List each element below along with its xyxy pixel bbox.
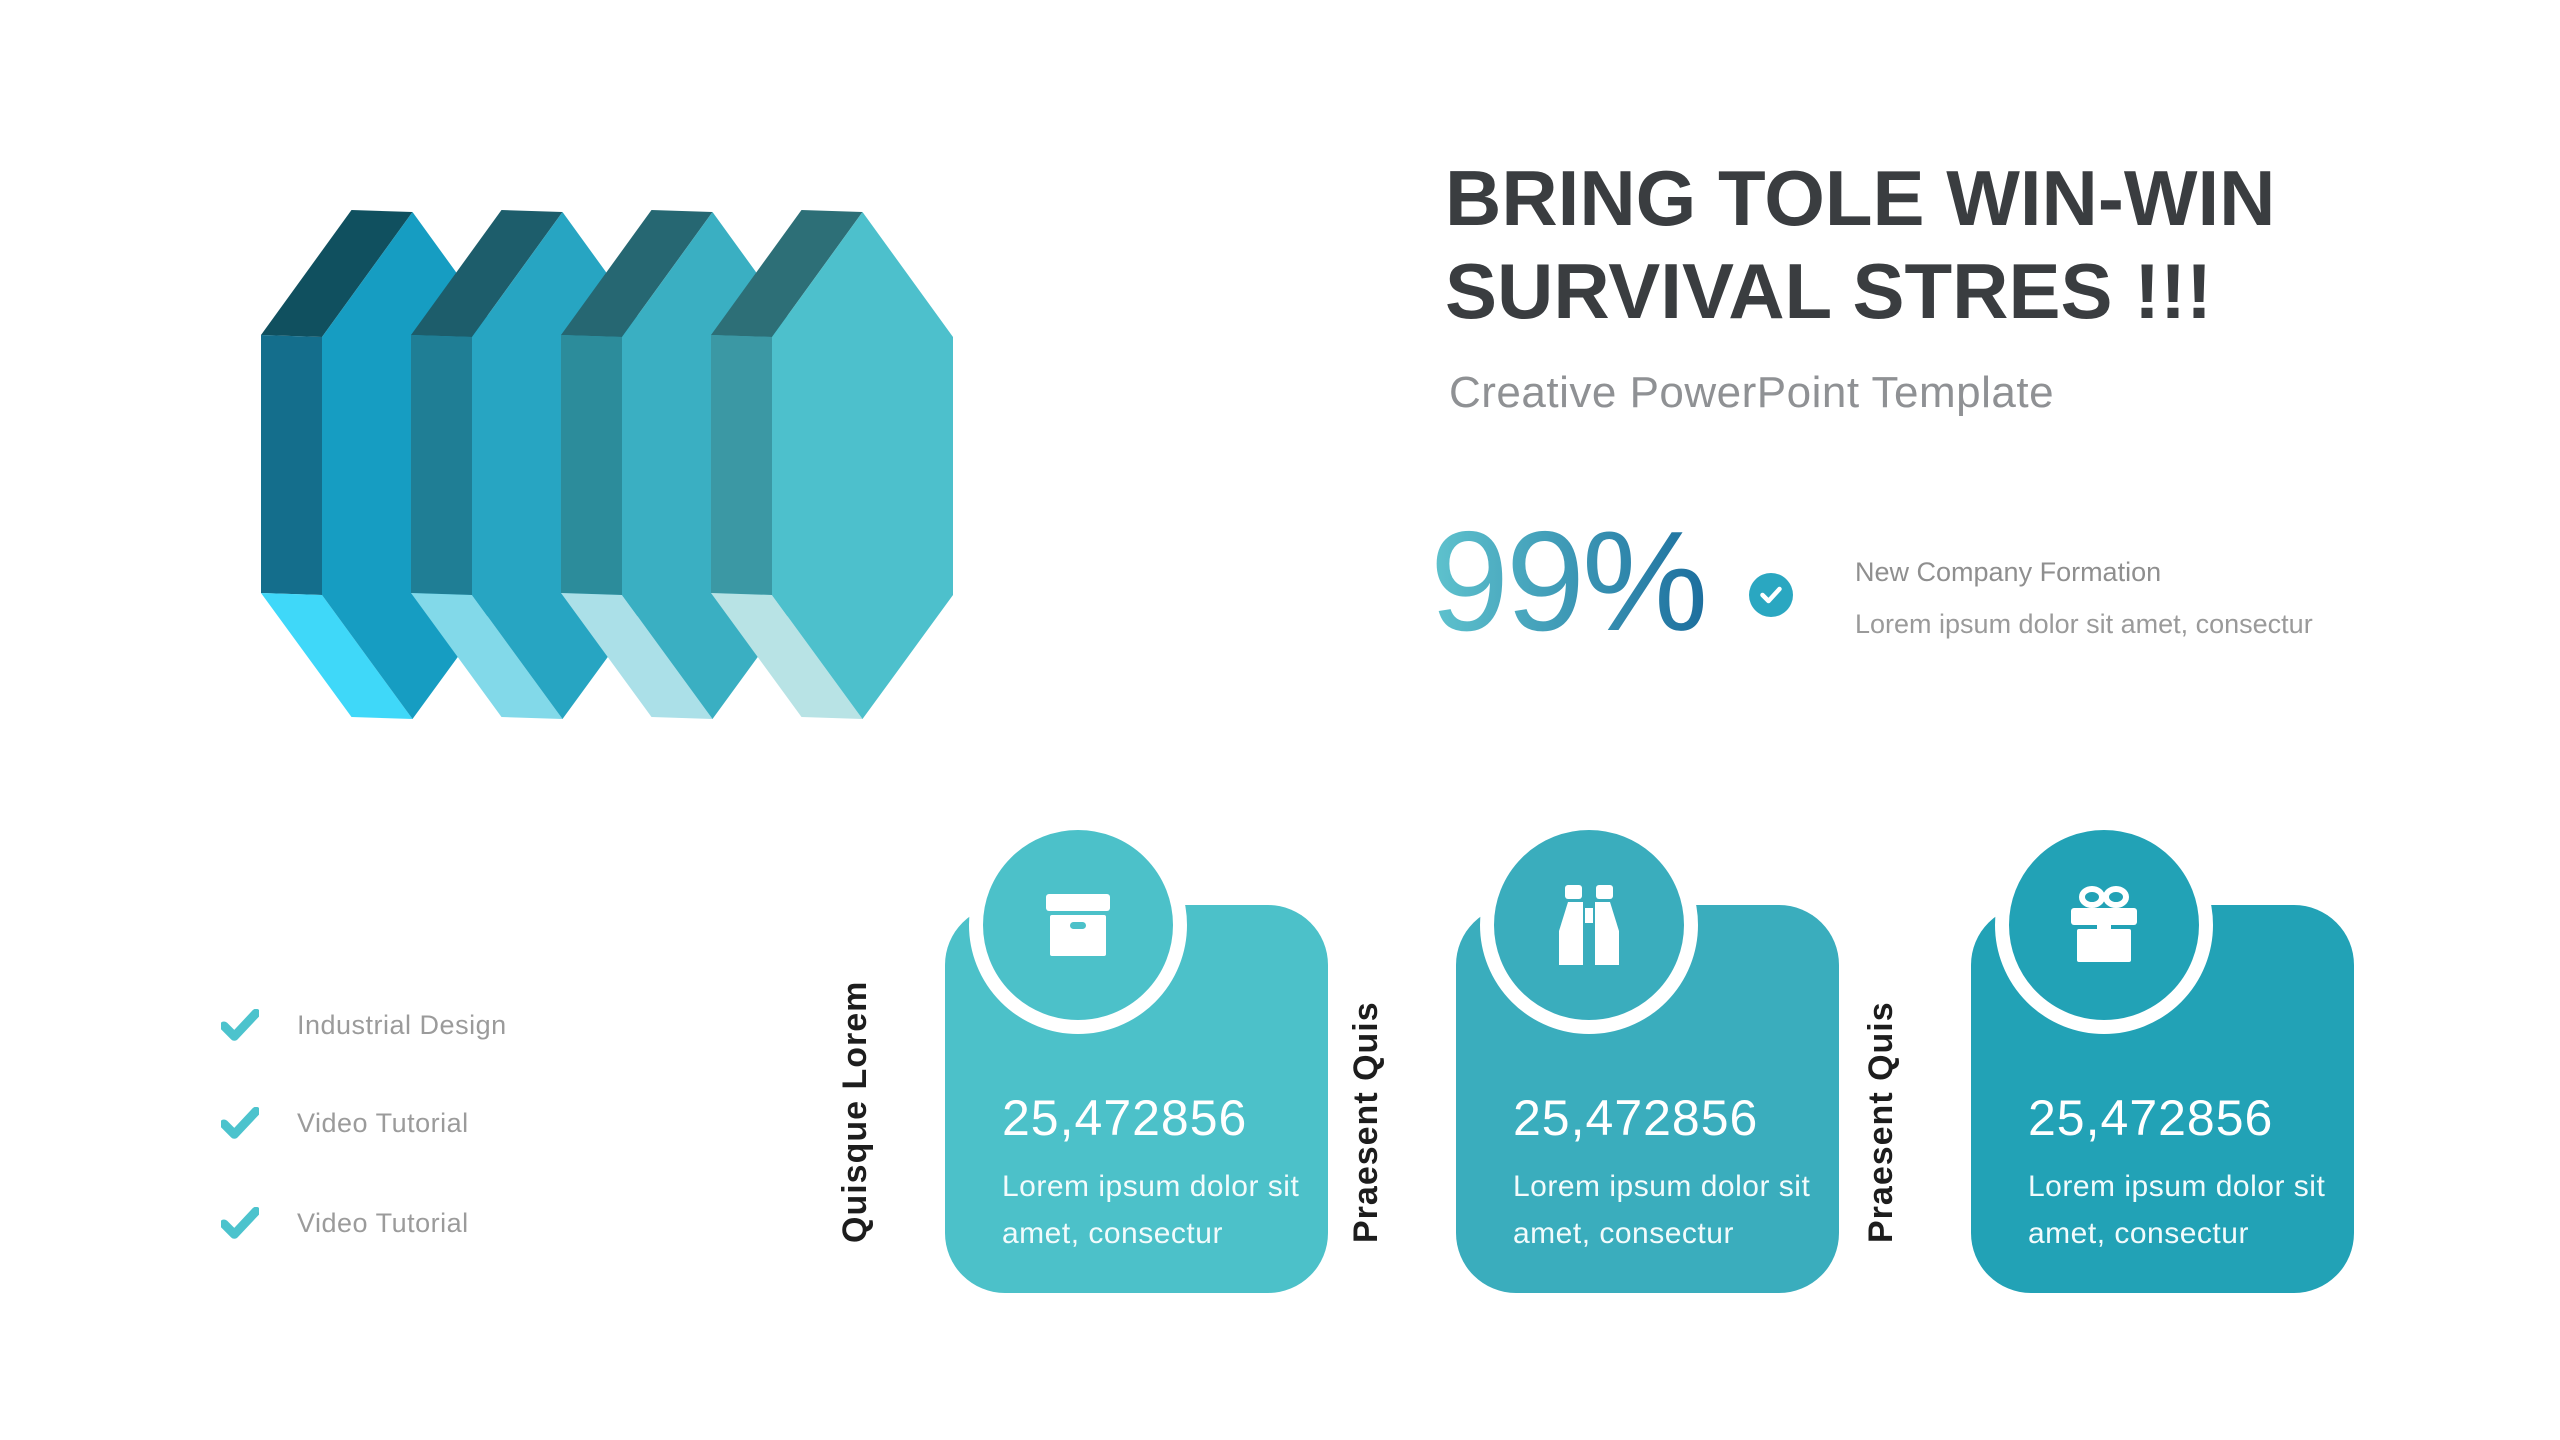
card-side-label: Praesent Quis	[1347, 1001, 1385, 1243]
card-icon-circle	[1995, 816, 2213, 1034]
page-subtitle: Creative PowerPoint Template	[1449, 368, 2055, 417]
card-side-label: Quisque Lorem	[836, 980, 874, 1243]
page-title-line2: SURVIVAL STRES !!!	[1445, 247, 2213, 335]
card-description: Lorem ipsum dolor sit amet, consectur	[1002, 1170, 1300, 1250]
card-value: 25,472856	[1002, 1090, 1248, 1146]
check-icon	[1760, 586, 1782, 604]
card-value: 25,472856	[2028, 1090, 2274, 1146]
card-icon-circle	[969, 816, 1187, 1034]
checklist-item: Video Tutorial	[221, 1201, 469, 1245]
page-title: BRING TOLE WIN-WIN SURVIVAL STRES !!!	[1445, 152, 2275, 338]
checklist-item-label: Video Tutorial	[297, 1107, 469, 1138]
layered-arrow-prisms-graphic	[261, 210, 953, 719]
gift-icon	[2071, 886, 2137, 962]
stat-check-badge	[1749, 573, 1793, 617]
binoculars-icon	[1559, 885, 1619, 965]
check-icon	[221, 1207, 259, 1239]
page-title-line1: BRING TOLE WIN-WIN	[1445, 154, 2276, 242]
checklist-item-label: Video Tutorial	[297, 1207, 469, 1238]
stat-label-title: New Company Formation	[1855, 557, 2162, 587]
card-description: Lorem ipsum dolor sit amet, consectur	[2028, 1170, 2326, 1250]
card-description: Lorem ipsum dolor sit amet, consectur	[1513, 1170, 1811, 1250]
check-icon	[221, 1009, 259, 1041]
card-icon-circle	[1480, 816, 1698, 1034]
check-icon	[221, 1107, 259, 1139]
card-value: 25,472856	[1513, 1090, 1759, 1146]
checklist-item: Video Tutorial	[221, 1101, 469, 1145]
checklist-item-label: Industrial Design	[297, 1009, 507, 1040]
checklist-item: Industrial Design	[221, 1003, 507, 1047]
card-side-label: Praesent Quis	[1862, 1001, 1900, 1243]
stat-label-desc: Lorem ipsum dolor sit amet, consectur	[1855, 609, 2313, 639]
archive-box-icon	[1046, 894, 1110, 956]
stat-value: 99%	[1430, 502, 1708, 661]
